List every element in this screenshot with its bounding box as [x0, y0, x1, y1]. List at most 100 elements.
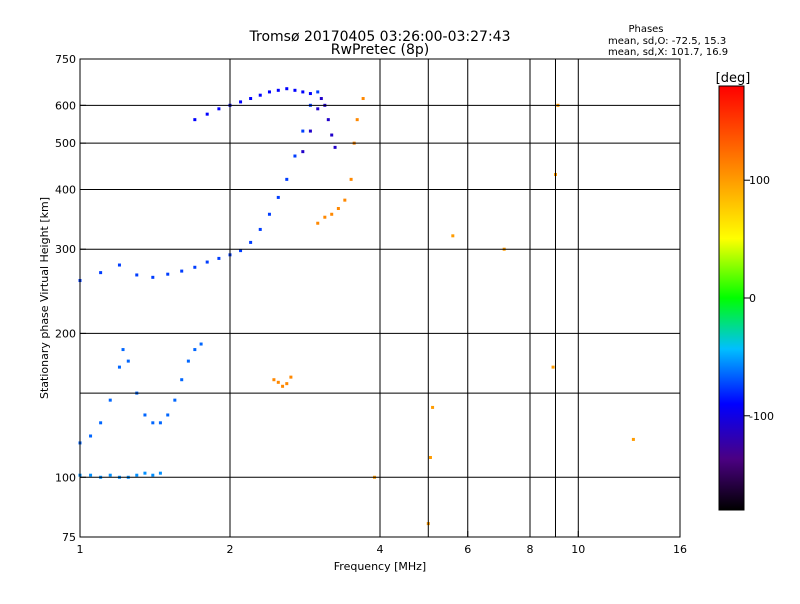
data-point [289, 375, 293, 379]
data-point [239, 249, 243, 253]
data-point [249, 97, 253, 101]
data-point [121, 348, 125, 352]
data-point [135, 273, 139, 277]
data-point [108, 398, 112, 402]
data-point [451, 234, 455, 238]
data-point [355, 118, 359, 122]
data-point [166, 272, 170, 276]
data-point [308, 129, 312, 133]
data-point [158, 471, 162, 475]
data-point [293, 88, 297, 92]
data-point [276, 195, 280, 199]
grid-lines [80, 59, 680, 537]
data-point [193, 118, 197, 122]
data-point [193, 265, 197, 269]
data-point [319, 97, 323, 101]
data-point [293, 154, 297, 158]
data-point [316, 107, 320, 111]
data-point [89, 473, 93, 477]
axis-ticks: 1 2 4 6 8 10 16 75 100 200 300 400 500 600 750 [55, 53, 687, 556]
x-tick-label: 1 [77, 543, 84, 556]
data-point [143, 471, 147, 475]
data-point [249, 240, 253, 244]
data-point [431, 405, 435, 409]
data-point [349, 177, 353, 181]
data-point [205, 260, 209, 264]
data-point [631, 437, 635, 441]
data-point [186, 359, 190, 363]
data-point [333, 145, 337, 149]
x-tick-label: 2 [227, 543, 234, 556]
data-point [276, 380, 280, 384]
data-point [285, 87, 289, 91]
data-point [99, 421, 103, 425]
data-point [281, 384, 285, 388]
colorbar-tick-label: 0 [749, 292, 756, 305]
data-point [199, 342, 203, 346]
legend-header: Phases [628, 24, 663, 35]
y-tick-label: 500 [55, 137, 76, 150]
data-point [180, 378, 184, 382]
data-point [117, 263, 121, 267]
data-point [143, 413, 147, 417]
data-point [258, 227, 262, 231]
y-tick-label: 75 [62, 531, 76, 544]
data-point [285, 382, 289, 386]
colorbar-ticks: 100 0 -100 [744, 174, 774, 423]
x-tick-label: 16 [673, 543, 687, 556]
chart-title: Tromsø 20170405 03:26:00-03:27:43 [249, 29, 511, 45]
data-point [117, 365, 121, 369]
data-point [551, 365, 555, 369]
colorbar [718, 85, 745, 511]
x-tick-label: 4 [377, 543, 384, 556]
x-tick-label: 8 [527, 543, 534, 556]
data-point [173, 398, 177, 402]
data-point [158, 421, 162, 425]
data-point [193, 348, 197, 352]
data-point [330, 133, 334, 137]
y-tick-label: 600 [55, 99, 76, 112]
data-point [301, 90, 305, 94]
data-point [217, 256, 221, 260]
data-point [166, 413, 170, 417]
y-tick-label: 100 [55, 471, 76, 484]
data-point [428, 455, 432, 459]
data-point [108, 473, 112, 477]
data-points [78, 87, 635, 526]
data-point [361, 97, 365, 101]
data-point [330, 212, 334, 216]
y-tick-label: 300 [55, 243, 76, 256]
y-tick-label: 750 [55, 53, 76, 66]
data-point [336, 207, 340, 211]
data-point [272, 378, 276, 382]
legend-o-stats: mean, sd,O: -72.5, 15.3 [608, 36, 726, 47]
data-point [151, 421, 155, 425]
data-point [217, 107, 221, 111]
data-point [205, 112, 209, 116]
data-point [239, 100, 243, 104]
data-point [308, 92, 312, 96]
data-point [301, 150, 305, 154]
data-point [126, 359, 130, 363]
data-point [316, 221, 320, 225]
colorbar-label: [deg] [716, 71, 751, 86]
data-point [89, 434, 93, 438]
x-axis-label: Frequency [MHz] [334, 560, 426, 573]
data-point [276, 88, 280, 92]
data-point [316, 90, 320, 94]
x-tick-label: 10 [571, 543, 585, 556]
colorbar-tick-label: -100 [749, 410, 774, 423]
data-point [151, 275, 155, 279]
data-point [180, 269, 184, 273]
data-point [301, 129, 305, 133]
data-point [258, 93, 262, 97]
x-tick-label: 6 [464, 543, 471, 556]
y-tick-label: 200 [55, 327, 76, 340]
data-point [323, 215, 327, 219]
legend-x-stats: mean, sd,X: 101.7, 16.9 [608, 47, 728, 58]
data-point [135, 473, 139, 477]
data-point [99, 271, 103, 275]
data-point [267, 90, 271, 94]
